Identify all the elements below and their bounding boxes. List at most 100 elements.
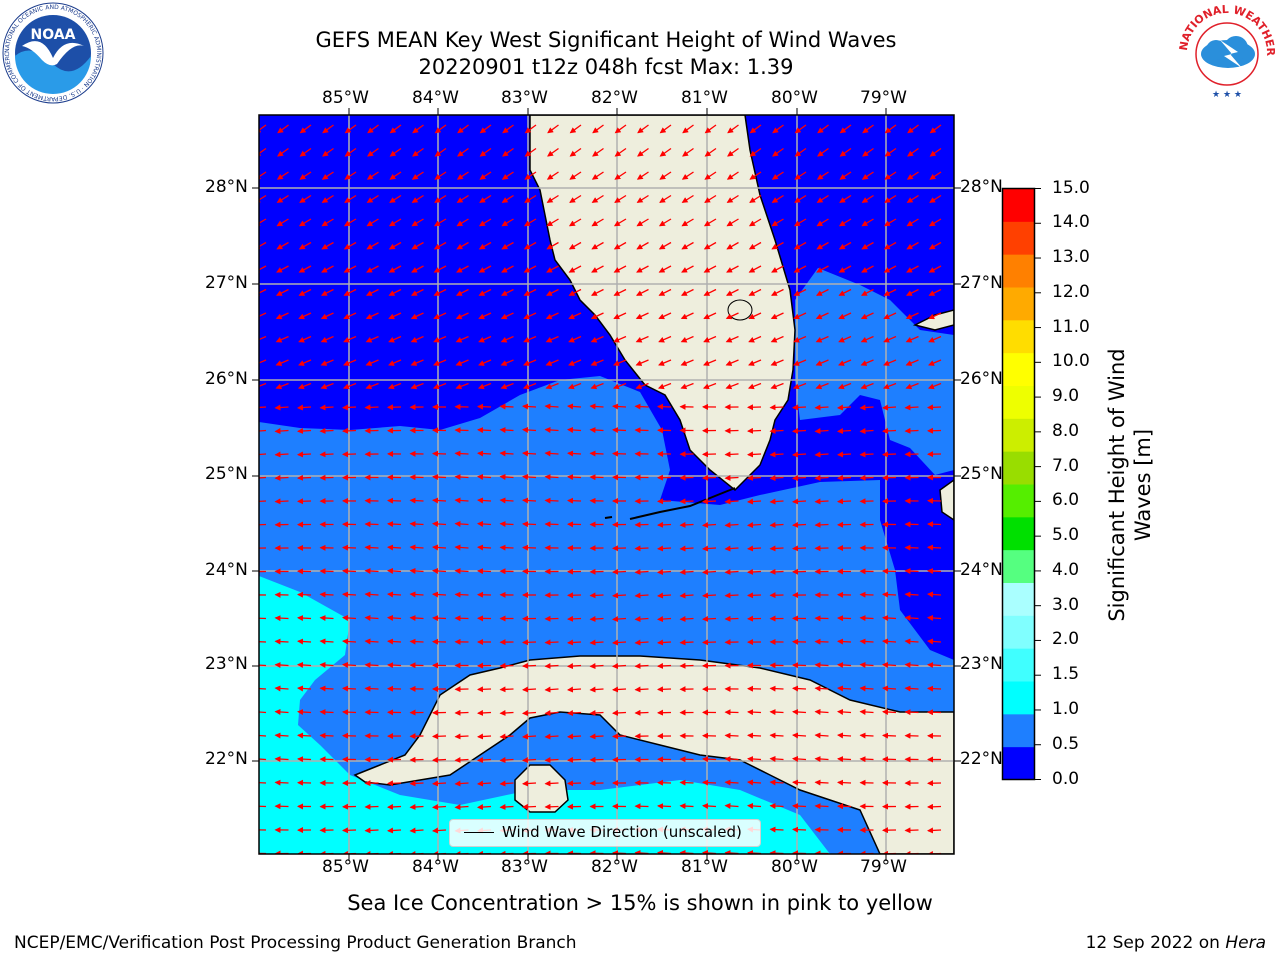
wind-wave-arrow: [434, 147, 447, 157]
wind-wave-arrow: [769, 709, 784, 716]
wind-wave-arrow: [479, 171, 492, 180]
wind-wave-arrow: [544, 403, 559, 410]
wind-wave-arrow: [524, 194, 537, 203]
wind-wave-arrow: [455, 359, 469, 366]
colorbar-band: [1002, 681, 1035, 715]
wind-wave-arrow: [859, 638, 874, 645]
wind-wave-arrow: [883, 218, 897, 227]
wind-wave-arrow: [613, 218, 627, 227]
wind-wave-arrow: [747, 545, 762, 552]
wind-wave-arrow: [747, 427, 762, 434]
wind-wave-arrow: [904, 591, 919, 598]
wind-wave-arrow: [499, 780, 514, 787]
wind-wave-arrow: [859, 404, 874, 411]
wind-wave-arrow: [861, 194, 874, 203]
wind-wave-arrow: [364, 638, 379, 645]
colorbar-tick-label: 4.0: [1052, 559, 1080, 580]
wind-wave-arrow: [928, 312, 942, 320]
wind-wave-arrow: [837, 404, 852, 411]
wind-wave-arrow: [862, 124, 874, 134]
wind-wave-arrow: [589, 639, 604, 646]
wind-wave-arrow: [883, 241, 897, 250]
wind-wave-arrow: [388, 335, 402, 343]
wind-wave-arrow: [546, 265, 559, 273]
wind-wave-arrow: [681, 218, 694, 227]
wind-wave-arrow: [298, 312, 312, 320]
wind-wave-arrow: [927, 568, 942, 575]
wind-wave-arrow: [702, 639, 717, 646]
wind-wave-arrow: [927, 662, 942, 669]
colorbar-band: [1002, 713, 1035, 748]
wind-wave-arrow: [297, 382, 312, 390]
wind-wave-arrow: [477, 520, 492, 527]
wind-wave-arrow: [454, 544, 469, 551]
wind-wave-arrow: [523, 241, 537, 250]
wind-wave-arrow: [725, 335, 739, 343]
wind-wave-arrow: [364, 521, 379, 528]
wind-wave-arrow: [544, 639, 559, 646]
wind-wave-arrow: [297, 756, 312, 763]
wind-wave-arrow: [815, 335, 829, 343]
wind-wave-arrow: [567, 497, 582, 504]
wind-wave-arrow: [387, 614, 402, 621]
wind-wave-arrow: [726, 241, 739, 250]
wind-wave-arrow: [364, 662, 379, 669]
wind-wave-arrow: [860, 382, 874, 390]
wind-wave-arrow: [679, 615, 694, 622]
wind-wave-arrow: [320, 382, 334, 390]
wind-wave-arrow: [364, 685, 379, 692]
wind-wave-arrow: [882, 709, 897, 716]
wind-wave-arrow: [477, 709, 492, 716]
wind-wave-arrow: [432, 474, 447, 481]
wind-wave-arrow: [432, 450, 447, 457]
wind-wave-arrow: [748, 335, 762, 343]
wind-wave-arrow: [522, 497, 537, 504]
wind-wave-arrow: [658, 335, 672, 343]
wind-wave-arrow: [839, 124, 852, 134]
wind-wave-arrow: [907, 124, 919, 134]
lat-label-22n-left: 22°N: [205, 749, 248, 769]
wind-wave-arrow: [387, 497, 402, 504]
wind-wave-arrow: [837, 732, 852, 739]
wind-wave-arrow: [613, 312, 627, 320]
colorbar-tick-label: 0.0: [1052, 768, 1080, 789]
wind-wave-arrow: [567, 382, 582, 390]
wind-wave-arrow: [591, 265, 604, 273]
colorbar-band: [1002, 188, 1035, 222]
wind-wave-arrow: [410, 335, 424, 343]
colorbar-tick-label: 11.0: [1052, 316, 1090, 337]
wind-wave-arrow: [591, 194, 604, 203]
colorbar-tick-label: 1.5: [1052, 664, 1080, 685]
wind-wave-arrow: [502, 147, 514, 157]
wind-wave-arrow: [277, 147, 289, 157]
wind-wave-arrow: [882, 661, 897, 668]
wind-wave-arrow: [259, 218, 267, 227]
wind-wave-arrow: [547, 124, 559, 134]
wind-wave-arrow: [837, 708, 852, 715]
colorbar-tick-label: 9.0: [1052, 386, 1080, 407]
colorbar-tick-label: 6.0: [1052, 490, 1080, 511]
wind-wave-arrow: [749, 124, 762, 134]
wind-wave-arrow: [724, 545, 739, 552]
wind-wave-arrow: [457, 147, 469, 157]
wind-wave-arrow: [814, 756, 829, 763]
wind-wave-arrow: [816, 171, 829, 180]
wind-wave-arrow: [454, 450, 469, 457]
wind-wave-arrow: [499, 544, 514, 551]
wind-wave-arrow: [432, 804, 447, 811]
wind-wave-arrow: [259, 359, 267, 366]
colorbar-band: [1002, 385, 1035, 419]
wind-wave-arrow: [410, 359, 424, 366]
svg-text:★ ★ ★: ★ ★ ★: [1212, 90, 1242, 100]
wind-wave-arrow: [342, 591, 357, 598]
wind-wave-arrow: [927, 685, 942, 692]
wind-wave-arrow: [499, 497, 514, 504]
wind-wave-arrow: [388, 218, 402, 227]
wind-wave-arrow: [838, 312, 852, 320]
wind-wave-arrow: [837, 451, 852, 458]
colorbar-tick-label: 14.0: [1052, 212, 1090, 233]
wind-wave-arrow: [883, 359, 897, 366]
wind-wave-arrow: [319, 451, 334, 458]
wind-wave-arrow: [547, 147, 559, 157]
wind-wave-arrow: [432, 520, 447, 527]
